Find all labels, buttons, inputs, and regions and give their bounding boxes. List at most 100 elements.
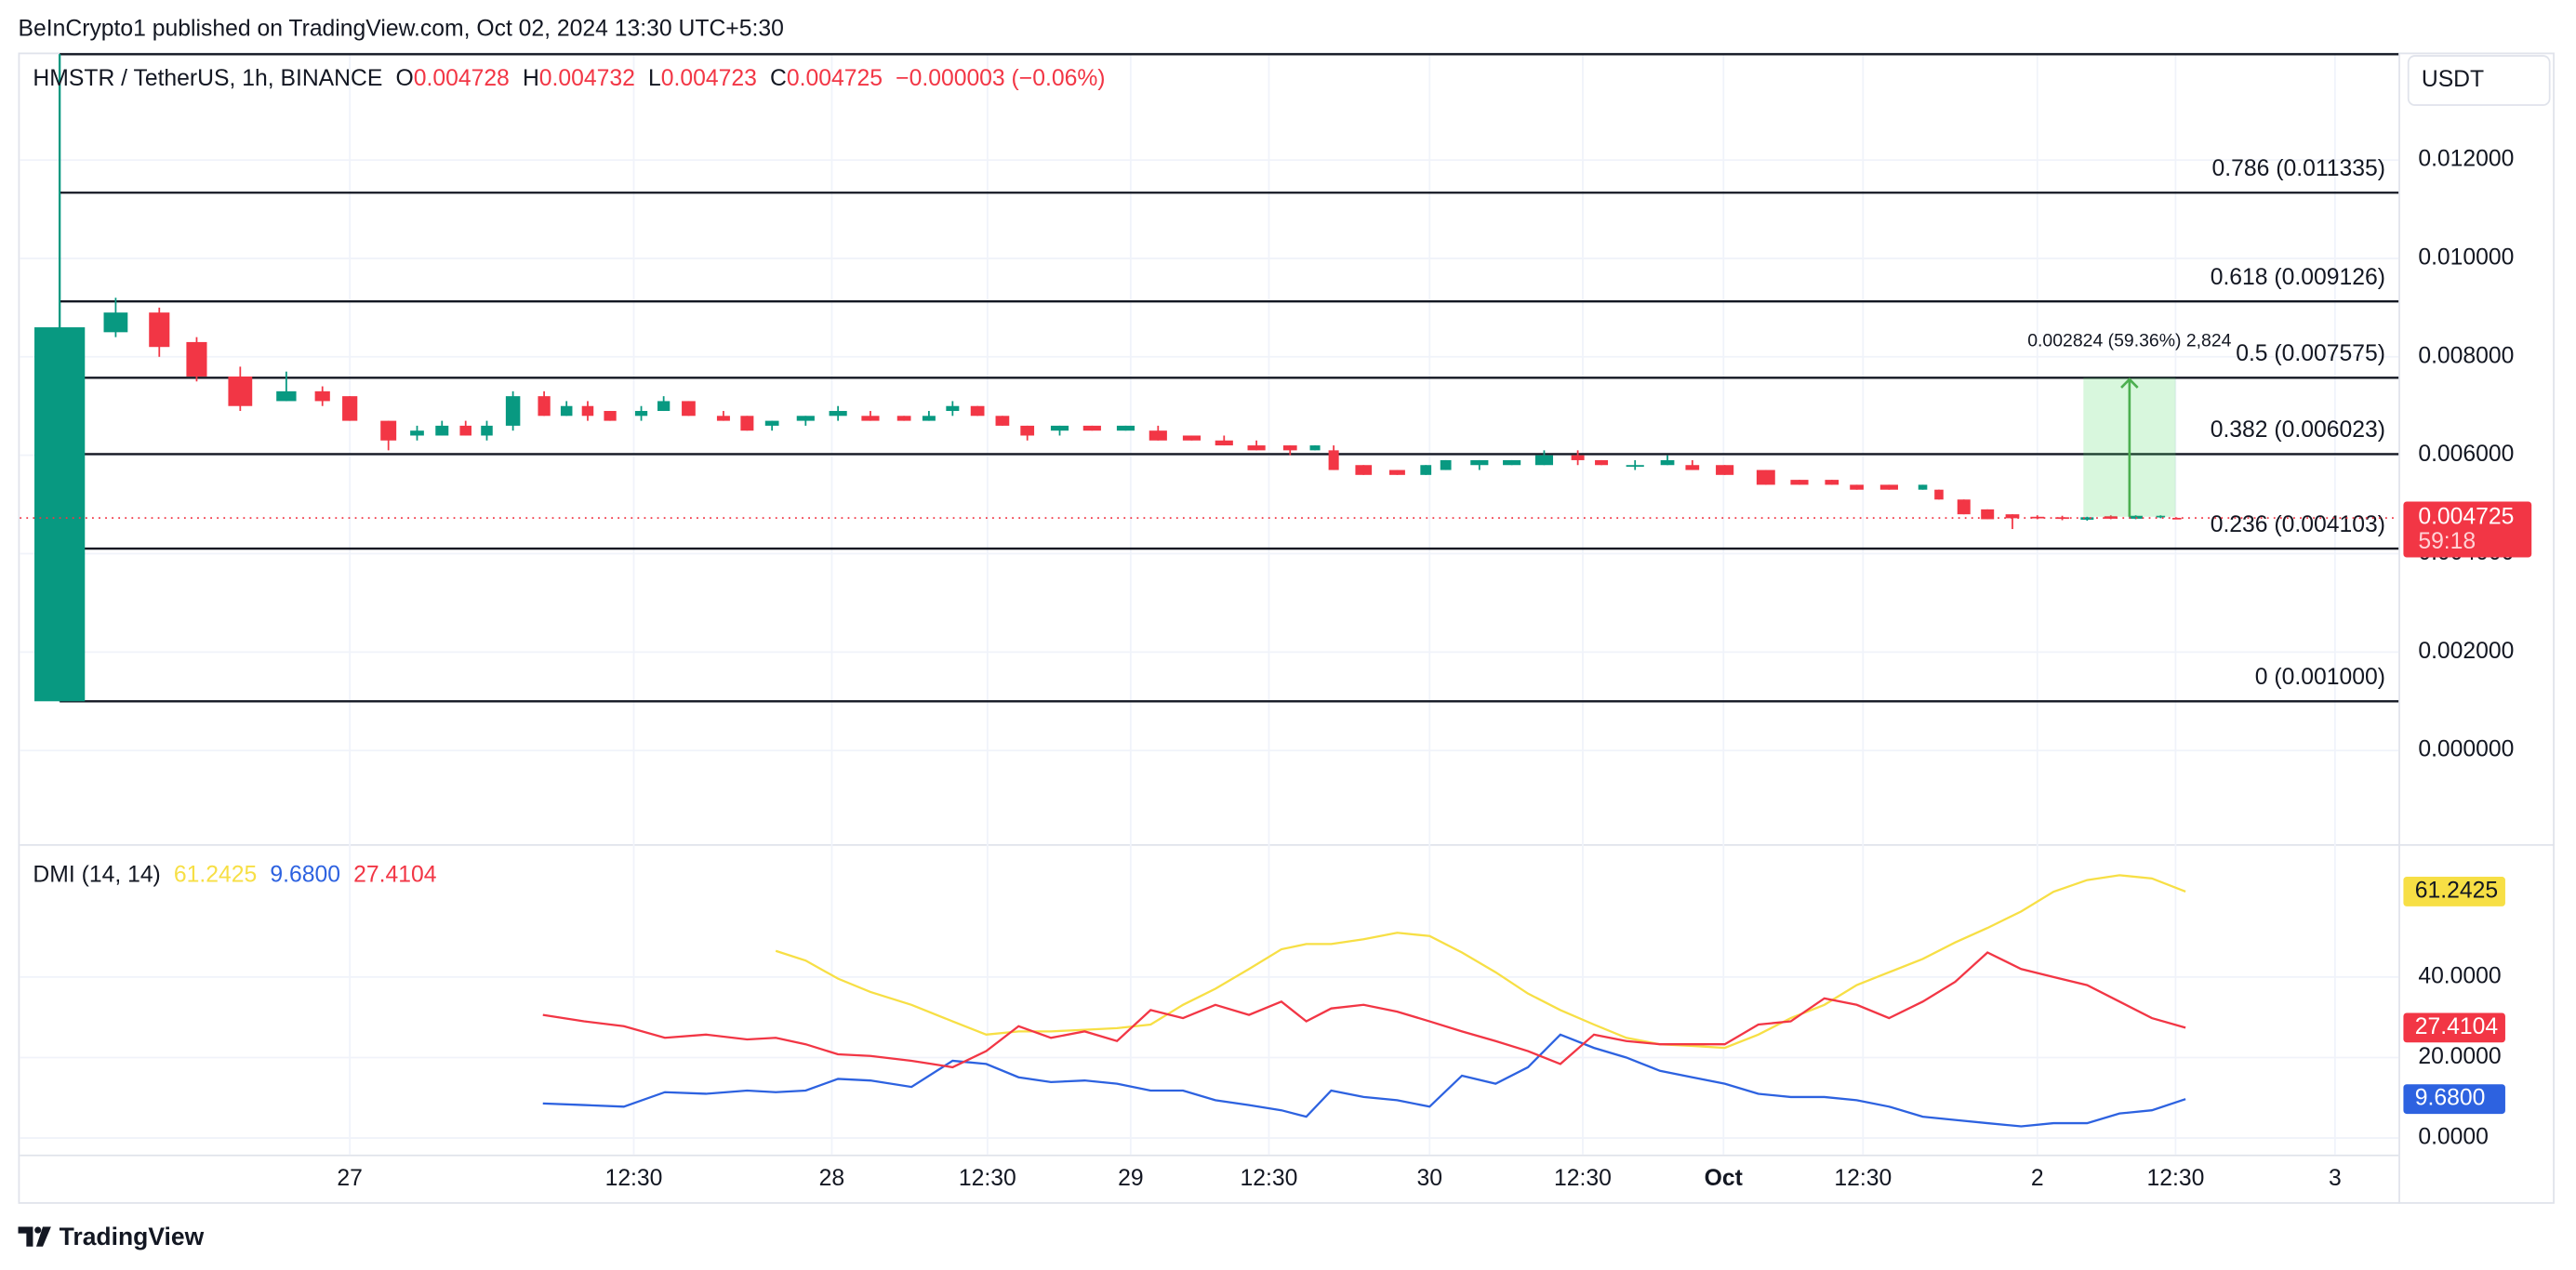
ohlc-label: C	[770, 65, 787, 90]
logo-shape	[34, 1226, 42, 1234]
candle-body	[2005, 514, 2020, 519]
y-tick-label: 40.0000	[2418, 963, 2501, 988]
candle-body	[716, 416, 730, 421]
candle-body	[1470, 459, 1489, 466]
x-tick-label: 12:30	[1834, 1166, 1892, 1191]
candle-body	[1685, 465, 1700, 470]
currency[interactable]: USDT	[2422, 67, 2484, 92]
y-tick-label: 0.002000	[2418, 639, 2514, 664]
x-tick-label: 12:30	[1241, 1166, 1298, 1191]
candle-body	[1934, 489, 1944, 500]
dmi-badge-value: 27.4104	[2415, 1014, 2499, 1039]
candle-body	[2156, 515, 2166, 518]
candle-body	[149, 312, 170, 348]
dmi-badge	[2403, 1084, 2505, 1115]
y-tick-label: 0.012000	[2418, 147, 2514, 172]
candle-body	[922, 416, 936, 421]
candle-body	[342, 396, 358, 421]
footer-logo	[18, 1226, 51, 1247]
y-tick-label: 0.010000	[2418, 245, 2514, 270]
candle-body	[1440, 459, 1452, 470]
candle-body	[1050, 425, 1069, 431]
candle-body	[1420, 465, 1432, 475]
dmi-legend-value: 27.4104	[353, 862, 437, 887]
dmi-legend: DMI (14, 14) 61.2425 9.6800 27.4104	[33, 862, 436, 887]
dmi-title: DMI (14, 14)	[33, 862, 160, 887]
currency-button[interactable]	[2407, 55, 2551, 106]
dmi-badge-value: 61.2425	[2415, 878, 2498, 903]
candle-body	[2171, 517, 2182, 520]
ohlc-label: O	[395, 65, 413, 90]
logo-shape	[35, 1226, 51, 1247]
candle-body	[682, 401, 696, 417]
candle-body	[505, 396, 521, 426]
candle-body	[1282, 445, 1297, 451]
dmi-badge-value: 9.6800	[2415, 1086, 2486, 1111]
candle-body	[1247, 445, 1266, 451]
candle-body	[764, 420, 779, 426]
dmi-legend-value: 61.2425	[174, 862, 257, 887]
candle-body	[560, 405, 573, 417]
x-tick-label: 3	[2329, 1166, 2342, 1191]
x-tick-label: 12:30	[959, 1166, 1016, 1191]
candle-body	[1756, 470, 1775, 485]
candle-body	[276, 390, 297, 402]
candle-body	[314, 390, 330, 402]
candle-body	[1355, 465, 1373, 475]
price-badge	[2403, 501, 2532, 558]
footer-brand: TradingView	[60, 1223, 205, 1250]
candle-body	[186, 341, 207, 377]
x-tick-label: 12:30	[2146, 1166, 2204, 1191]
dmi-badge	[2403, 1012, 2505, 1043]
candle-body	[796, 416, 815, 421]
candle-body	[481, 425, 493, 436]
countdown: 59:18	[2418, 529, 2476, 554]
candle-body	[1957, 499, 1971, 515]
candle-body	[1182, 435, 1202, 441]
candle-body	[459, 425, 471, 436]
candle-body	[1149, 430, 1167, 441]
ohlc-value: 0.004725	[787, 65, 883, 90]
published-note: BeInCrypto1 published on TradingView.com…	[19, 16, 784, 41]
symbol-legend: HMSTR / TetherUS, 1h, BINANCE O0.004728 H0…	[33, 65, 1105, 90]
candle-body	[829, 411, 847, 417]
symbol-title: HMSTR / TetherUS, 1h, BINANCE	[33, 65, 382, 90]
measure-label: 0.002824 (59.36%) 2,824	[2027, 331, 2231, 351]
x-tick-label: 29	[1118, 1166, 1144, 1191]
candle-body	[1716, 465, 1734, 475]
candle-body	[1626, 465, 1644, 468]
candle-body	[1981, 509, 1995, 520]
ohlc-value: 0.004728	[414, 65, 510, 90]
x-tick-label: 2	[2031, 1166, 2044, 1191]
candle-body	[1020, 425, 1035, 436]
x-tick-label: 28	[819, 1166, 845, 1191]
candle-body	[1595, 459, 1609, 466]
measure-arrowhead	[2120, 377, 2139, 389]
dmi-line	[542, 1033, 2186, 1128]
y-tick-label: 0.000000	[2418, 737, 2514, 762]
candle-body	[1388, 470, 1405, 475]
candle-body	[2080, 517, 2094, 520]
x-tick-label: 27	[337, 1166, 363, 1191]
ohlc-value: 0.004732	[539, 65, 635, 90]
candle-body	[1850, 484, 1864, 490]
candle-body	[1879, 484, 1898, 490]
ohlc-label: H	[523, 65, 539, 90]
candle-body	[410, 430, 424, 436]
candle-body	[1660, 459, 1675, 466]
candle-body	[995, 416, 1010, 426]
grid	[20, 54, 2399, 1155]
candle-body	[581, 405, 594, 417]
candle-body	[538, 396, 551, 417]
y-tick-label: 0.008000	[2418, 343, 2514, 368]
candle-body	[1918, 484, 1928, 490]
dmi-badge	[2403, 877, 2505, 906]
candle-body	[1503, 459, 1521, 466]
fib-label: 0.5 (0.007575)	[2236, 341, 2385, 366]
x-tick-label: 12:30	[605, 1166, 663, 1191]
candle-body	[657, 401, 671, 412]
candle-body	[2055, 517, 2069, 520]
